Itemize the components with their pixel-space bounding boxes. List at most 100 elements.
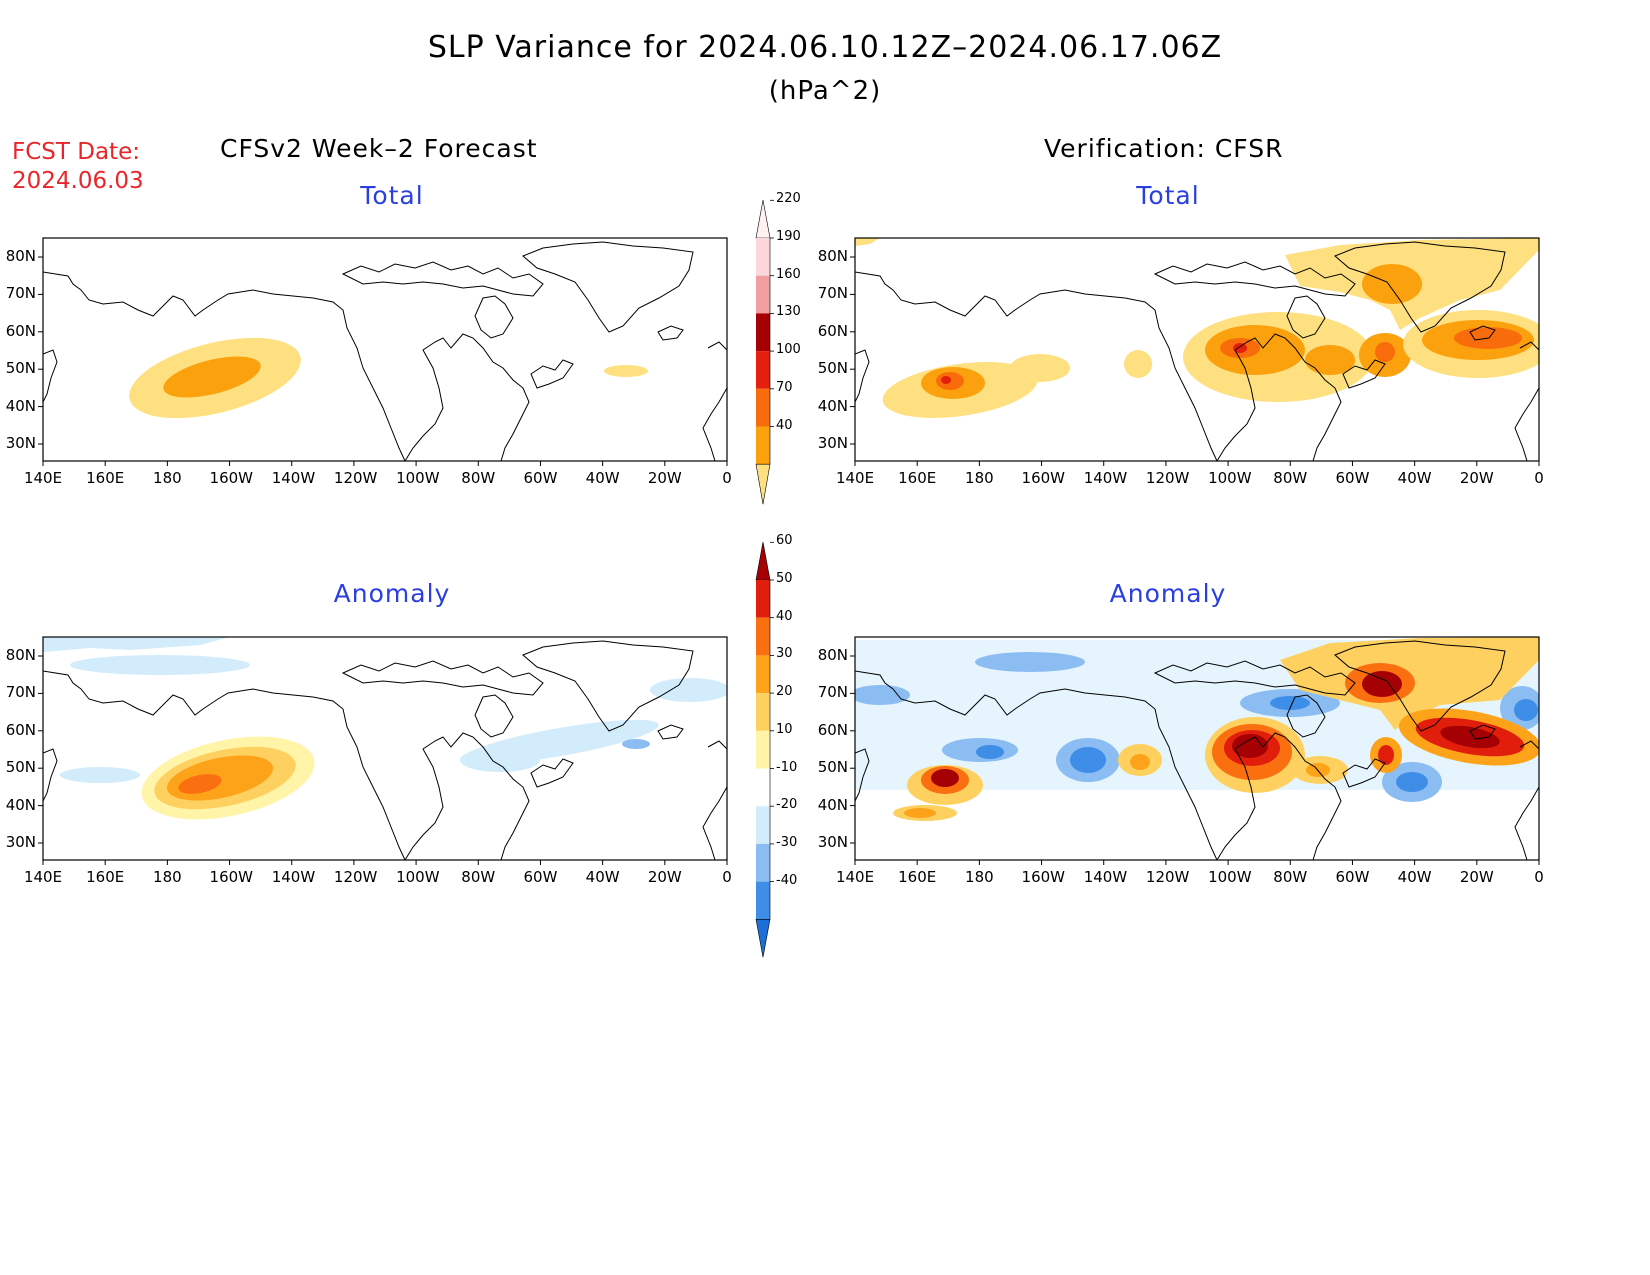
colorbar-swatch bbox=[756, 275, 770, 314]
panel-verification-total bbox=[854, 237, 1540, 462]
units-subtitle: (hPa^2) bbox=[768, 76, 882, 106]
lon-tick-label: 180 bbox=[965, 868, 994, 886]
lon-tick-label: 80W bbox=[1273, 868, 1308, 886]
colorbar-level-label: 70 bbox=[776, 379, 793, 395]
lat-tick-label: 70N bbox=[817, 683, 848, 702]
variance-contour-70 bbox=[163, 356, 261, 398]
lon-tick-label: 120W bbox=[333, 469, 378, 487]
colorbar-level-label: -20 bbox=[776, 797, 798, 813]
colorbar-level-label: 40 bbox=[776, 608, 793, 624]
colorbar-arrow-bottom bbox=[755, 918, 771, 958]
lon-tick-label: 140E bbox=[23, 868, 63, 886]
lon-tick-label: 140W bbox=[1083, 868, 1128, 886]
panel-verification-anomaly bbox=[854, 636, 1540, 861]
lon-tick-label: 160W bbox=[1021, 469, 1065, 487]
lon-tick-label: 120W bbox=[333, 868, 378, 886]
lat-tick-label: 80N bbox=[817, 247, 848, 265]
lon-tick-label: 0 bbox=[722, 868, 732, 886]
lon-tick-label: 140W bbox=[271, 868, 316, 886]
colorbar-level-label: 40 bbox=[776, 417, 793, 433]
lon-tick-label: 40W bbox=[1397, 469, 1432, 487]
lat-tick-label: 30N bbox=[817, 833, 848, 851]
lon-tick-label: 140E bbox=[835, 868, 875, 886]
lon-tick-label: 100W bbox=[1208, 469, 1252, 487]
colorbar-level-label: 160 bbox=[776, 266, 801, 282]
lat-tick-label: 40N bbox=[5, 795, 36, 814]
colorbar-swatch bbox=[756, 730, 770, 769]
lat-tick-label: 30N bbox=[5, 434, 36, 452]
colorbar-level-label: 130 bbox=[776, 304, 801, 320]
verification-column-title: Verification: CFSR bbox=[1044, 134, 1284, 163]
colorbar-level-label: -10 bbox=[776, 759, 798, 775]
lon-tick-label: 20W bbox=[1459, 469, 1494, 487]
lon-tick-label: 80W bbox=[1273, 469, 1308, 487]
colorbar-swatch bbox=[756, 351, 770, 389]
lat-tick-label: 70N bbox=[5, 683, 36, 702]
lat-tick-label: 60N bbox=[817, 321, 848, 340]
lon-tick-label: 120W bbox=[1145, 868, 1190, 886]
lat-tick-label: 80N bbox=[817, 646, 848, 664]
lon-tick-label: 60W bbox=[1335, 469, 1370, 487]
colorbar-swatch bbox=[756, 388, 770, 427]
colorbar-swatch bbox=[756, 238, 770, 276]
colorbar-level-label: 10 bbox=[776, 721, 793, 737]
colorbar-swatch bbox=[756, 693, 770, 731]
colorbar-anomaly bbox=[755, 541, 774, 958]
lon-tick-label: 140E bbox=[23, 469, 63, 487]
fcst-date-label: FCST Date: bbox=[12, 139, 140, 165]
colorbar-swatch bbox=[756, 843, 770, 882]
colorbar-level-label: 60 bbox=[776, 533, 793, 549]
lon-tick-label: 40W bbox=[1397, 868, 1432, 886]
axis-ticks bbox=[38, 256, 1540, 865]
lon-tick-label: 160E bbox=[898, 469, 937, 487]
lat-tick-label: 60N bbox=[817, 720, 848, 739]
lon-tick-label: 40W bbox=[585, 469, 620, 487]
lon-tick-label: 160E bbox=[898, 868, 937, 886]
lon-tick-label: 0 bbox=[722, 469, 732, 487]
panel-title-forecast-anomaly: Anomaly bbox=[333, 579, 451, 608]
lon-tick-label: 100W bbox=[396, 469, 440, 487]
lon-tick-label: 60W bbox=[523, 469, 558, 487]
main-title: SLP Variance for 2024.06.10.12Z–2024.06.… bbox=[427, 30, 1223, 65]
colorbar-swatch bbox=[756, 881, 770, 920]
colorbar-swatch bbox=[756, 617, 770, 656]
lon-tick-label: 140W bbox=[1083, 469, 1128, 487]
lon-tick-label: 80W bbox=[461, 868, 496, 886]
lon-tick-label: 160E bbox=[86, 868, 125, 886]
lat-tick-label: 50N bbox=[5, 758, 36, 777]
lon-tick-label: 40W bbox=[585, 868, 620, 886]
lon-tick-label: 20W bbox=[1459, 868, 1494, 886]
panel-title-verification-total: Total bbox=[1136, 181, 1200, 210]
lat-tick-label: 50N bbox=[817, 758, 848, 777]
panel-title-forecast-total: Total bbox=[360, 181, 424, 210]
lon-tick-label: 140W bbox=[271, 469, 316, 487]
lat-tick-label: 60N bbox=[5, 321, 36, 340]
lon-tick-label: 140E bbox=[835, 469, 875, 487]
colorbar-arrow-bottom bbox=[755, 463, 771, 505]
colorbar-level-label: 50 bbox=[776, 571, 793, 586]
lat-tick-label: 30N bbox=[5, 833, 36, 851]
colorbar-level-label: 100 bbox=[776, 342, 801, 358]
lon-tick-label: 180 bbox=[153, 469, 182, 487]
colorbar-swatch bbox=[756, 655, 770, 694]
lon-tick-label: 60W bbox=[1335, 868, 1370, 886]
lon-tick-label: 80W bbox=[461, 469, 496, 487]
lon-tick-label: 180 bbox=[965, 469, 994, 487]
lon-tick-label: 160W bbox=[209, 469, 253, 487]
lat-tick-label: 60N bbox=[5, 720, 36, 739]
colorbar-arrow-top bbox=[755, 199, 771, 239]
colorbar-swatch bbox=[756, 313, 770, 352]
colorbar-total bbox=[755, 199, 774, 505]
lat-tick-label: 50N bbox=[817, 359, 848, 378]
lat-tick-label: 80N bbox=[5, 646, 36, 664]
lon-tick-label: 180 bbox=[153, 868, 182, 886]
colorbar-level-label: 30 bbox=[776, 646, 793, 662]
map-frame bbox=[42, 237, 728, 462]
colorbar-level-label: 20 bbox=[776, 684, 793, 700]
fcst-date: FCST Date: 2024.06.03 bbox=[12, 138, 144, 196]
lon-tick-label: 0 bbox=[1534, 469, 1544, 487]
lon-tick-label: 60W bbox=[523, 868, 558, 886]
lon-tick-label: 0 bbox=[1534, 868, 1544, 886]
lat-tick-label: 40N bbox=[817, 795, 848, 814]
